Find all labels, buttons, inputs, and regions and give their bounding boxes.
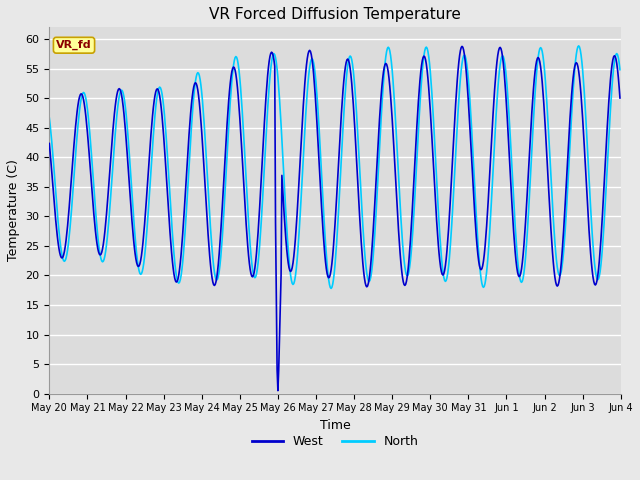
Line: West: West bbox=[49, 47, 620, 391]
North bbox=[327, 286, 335, 291]
North bbox=[45, 115, 53, 121]
North bbox=[422, 45, 429, 51]
North bbox=[575, 43, 582, 49]
Text: VR_fd: VR_fd bbox=[56, 40, 92, 50]
West bbox=[173, 279, 180, 285]
North bbox=[616, 67, 624, 72]
West bbox=[115, 86, 122, 92]
Legend: West, North: West, North bbox=[246, 430, 424, 453]
West bbox=[616, 95, 624, 101]
North bbox=[56, 235, 63, 241]
West bbox=[56, 250, 63, 255]
North bbox=[203, 158, 211, 164]
West bbox=[405, 258, 413, 264]
X-axis label: Time: Time bbox=[319, 419, 351, 432]
North bbox=[173, 273, 180, 278]
Title: VR Forced Diffusion Temperature: VR Forced Diffusion Temperature bbox=[209, 7, 461, 22]
West bbox=[274, 388, 282, 394]
West bbox=[45, 141, 53, 146]
West bbox=[458, 44, 466, 49]
North bbox=[115, 99, 122, 105]
North bbox=[405, 269, 413, 275]
West bbox=[422, 57, 429, 62]
Y-axis label: Temperature (C): Temperature (C) bbox=[7, 159, 20, 262]
Line: North: North bbox=[49, 46, 620, 288]
West bbox=[203, 206, 211, 212]
